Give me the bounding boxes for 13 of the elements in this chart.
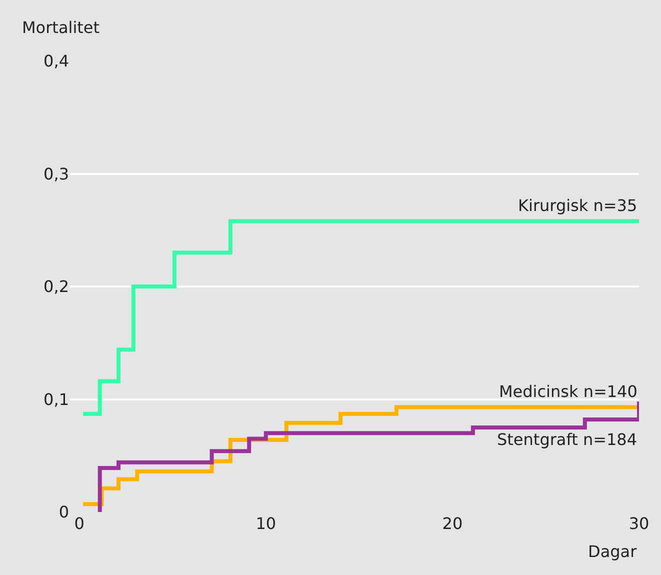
y-axis-title: Mortalitet	[22, 18, 100, 37]
series-label: Kirurgisk n=35	[518, 196, 638, 215]
y-tick-label: 0,1	[44, 390, 69, 409]
x-axis-title: Dagar	[588, 542, 638, 561]
y-tick-label: 0,2	[44, 277, 69, 296]
series-label: Stentgraft n=184	[497, 430, 638, 449]
x-tick-label: 20	[442, 514, 463, 533]
x-tick-label: 0	[74, 514, 84, 533]
y-tick-label: 0,4	[44, 52, 69, 71]
y-tick-label: 0,3	[44, 164, 69, 184]
x-tick-label: 10	[256, 514, 276, 533]
series-label: Medicinsk n=140	[499, 382, 638, 401]
x-tick-label: 30	[628, 514, 650, 533]
